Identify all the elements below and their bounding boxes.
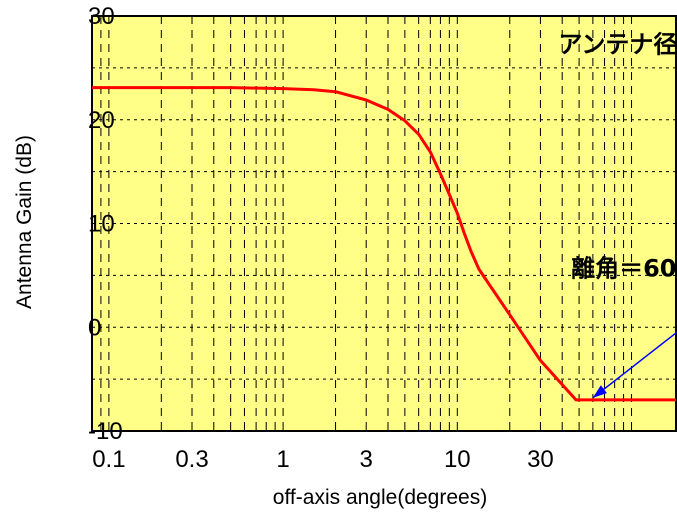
x-tick-label: 0.3	[175, 446, 208, 473]
x-tick-label: 0.1	[92, 446, 125, 473]
x-tick-label: 3	[360, 446, 373, 473]
x-axis-label: off-axis angle(degrees)	[273, 486, 487, 509]
annotation-arrowhead	[592, 385, 607, 398]
plot-frame	[91, 15, 677, 432]
y-tick-label: 0	[88, 314, 101, 341]
gain-curve	[92, 86, 676, 402]
x-tick-label: 1	[276, 446, 289, 473]
x-tick-label: 10	[444, 446, 471, 473]
y-tick-label: 10	[88, 211, 115, 238]
y-axis-label: Antenna Gain (dB)	[13, 135, 36, 309]
off-axis-angle-annotation: 離角＝60度	[571, 254, 677, 282]
y-tick-labels: -10 0 10 20 30	[88, 3, 123, 445]
x-tick-label: 30	[527, 446, 554, 473]
y-tick-label: 30	[88, 3, 115, 30]
y-tick-label: 20	[88, 107, 115, 134]
x-tick-labels: 0.1 0.3 1 3 10 30	[92, 446, 554, 473]
annotation-arrow	[592, 331, 677, 399]
y-tick-label: -10	[88, 418, 123, 445]
plot-background	[92, 16, 676, 431]
antenna-diameter-annotation: アンテナ径１．８m	[558, 30, 677, 58]
